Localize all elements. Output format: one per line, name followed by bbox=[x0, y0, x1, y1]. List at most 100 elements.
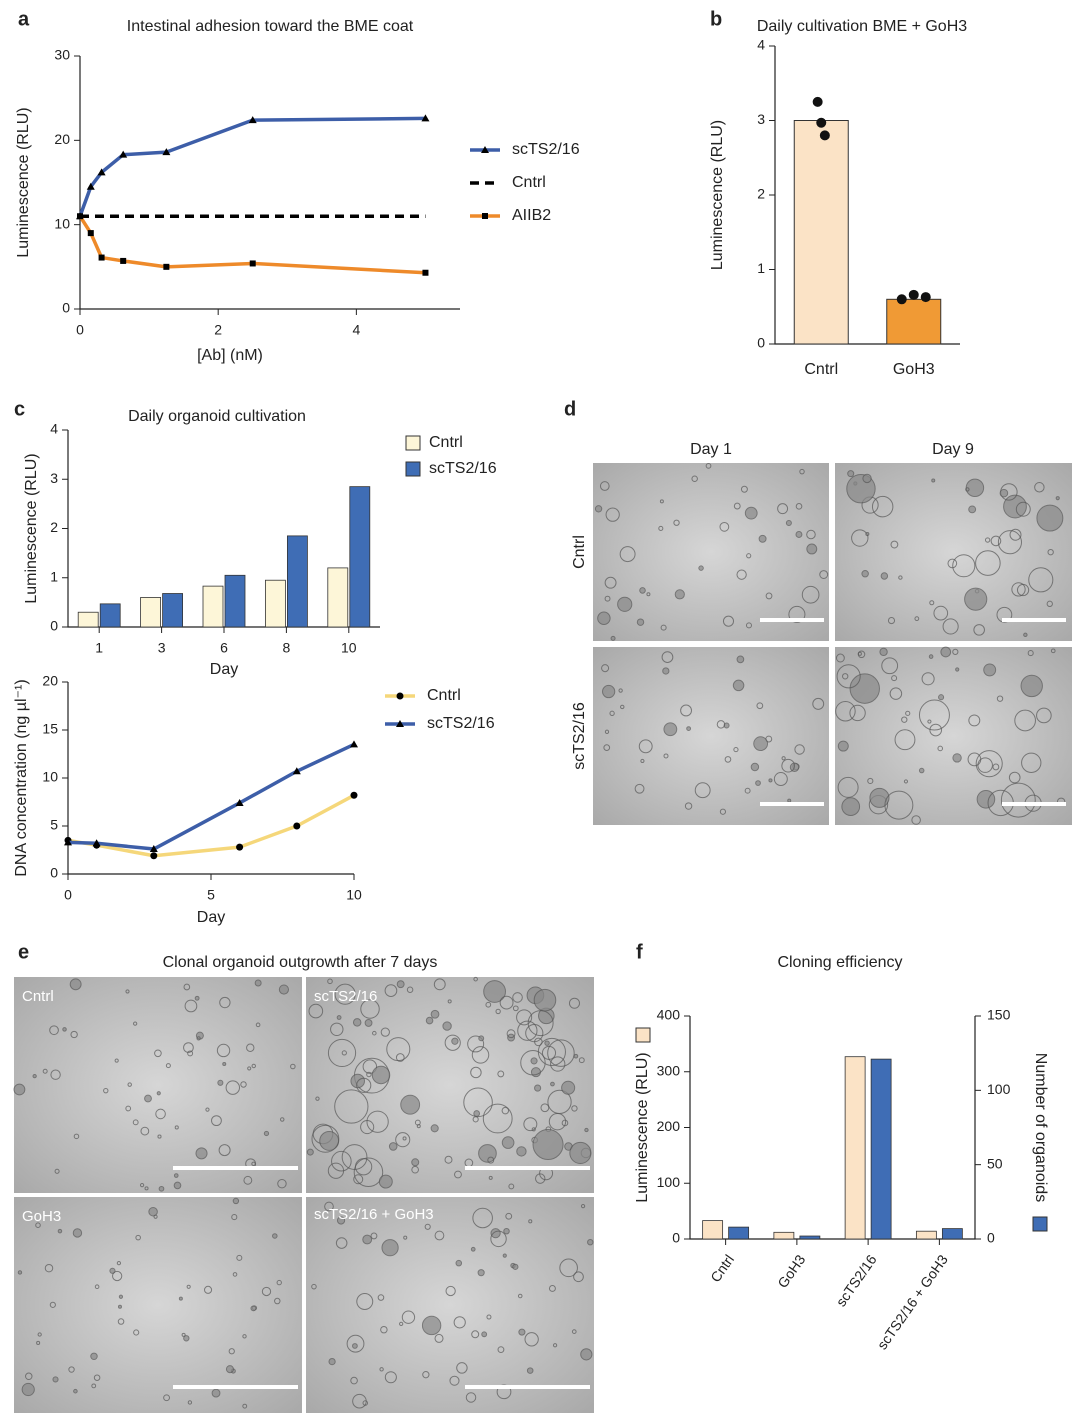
marker bbox=[98, 254, 105, 261]
x-tick-label: GoH3 bbox=[774, 1251, 808, 1290]
organoid bbox=[1015, 501, 1031, 517]
organoid bbox=[680, 704, 693, 717]
organoid bbox=[279, 1117, 285, 1122]
organoid bbox=[434, 1230, 445, 1241]
organoid bbox=[112, 1270, 123, 1282]
y-tick-label: 2 bbox=[757, 186, 765, 202]
marker bbox=[163, 263, 170, 270]
x-axis-label: Day bbox=[210, 661, 238, 678]
scale-bar bbox=[465, 1385, 590, 1389]
organoid bbox=[486, 1314, 492, 1320]
organoid bbox=[57, 1228, 63, 1234]
image-label: scTS2/16 bbox=[314, 988, 377, 1005]
x-tick-label: 1 bbox=[95, 640, 103, 656]
overlay: Cntrl scTS2/16 GoH3 scTS2/16 + GoH3 bbox=[22, 618, 1066, 1389]
organoid bbox=[216, 1043, 231, 1058]
marker bbox=[236, 843, 244, 851]
organoid bbox=[378, 1174, 393, 1189]
organoid bbox=[547, 1089, 572, 1115]
legend-label: Cntrl bbox=[427, 687, 461, 704]
organoid bbox=[837, 776, 859, 798]
organoid bbox=[914, 616, 920, 622]
organoid bbox=[942, 618, 959, 635]
organoid bbox=[801, 585, 820, 604]
organoid bbox=[530, 1057, 538, 1065]
organoid bbox=[255, 1022, 261, 1028]
organoid bbox=[371, 1065, 391, 1085]
organoid bbox=[328, 1357, 336, 1366]
organoid bbox=[49, 1301, 56, 1308]
organoid bbox=[636, 618, 645, 626]
organoid bbox=[533, 988, 557, 1012]
x-axis-label: [Ab] (nM) bbox=[197, 347, 263, 364]
organoid bbox=[548, 1284, 556, 1292]
organoid bbox=[17, 1270, 23, 1275]
column-label: Day 1 bbox=[690, 441, 732, 458]
y-tick-label: 0 bbox=[757, 335, 765, 351]
organoid bbox=[911, 815, 921, 825]
organoid bbox=[380, 1325, 388, 1334]
bar bbox=[264, 579, 286, 628]
organoid bbox=[327, 978, 333, 985]
organoid bbox=[232, 1197, 240, 1205]
organoid bbox=[890, 540, 899, 549]
organoid bbox=[1021, 752, 1042, 773]
organoid bbox=[90, 1352, 98, 1361]
organoid bbox=[663, 753, 669, 759]
organoid bbox=[975, 550, 1001, 576]
organoid bbox=[610, 635, 616, 641]
organoid bbox=[232, 1272, 238, 1277]
organoid bbox=[646, 592, 651, 597]
organoid bbox=[173, 1181, 182, 1190]
point bbox=[908, 289, 919, 300]
organoid bbox=[547, 1039, 575, 1067]
bar bbox=[799, 1235, 821, 1240]
organoid bbox=[402, 1136, 407, 1141]
marker bbox=[292, 767, 301, 775]
organoid bbox=[517, 1293, 523, 1299]
organoid bbox=[246, 1043, 255, 1052]
organoid bbox=[157, 1134, 162, 1139]
column-label: Day 9 bbox=[932, 441, 974, 458]
y2-tick-label: 0 bbox=[987, 1230, 995, 1246]
organoid bbox=[228, 1348, 235, 1355]
organoid bbox=[724, 756, 732, 763]
organoid bbox=[806, 529, 816, 540]
bar bbox=[349, 486, 371, 628]
organoid bbox=[497, 1346, 505, 1354]
organoid bbox=[380, 1027, 390, 1037]
organoid bbox=[931, 478, 936, 483]
organoid bbox=[184, 999, 198, 1013]
organoid bbox=[722, 615, 735, 627]
organoid bbox=[384, 1371, 397, 1384]
organoid bbox=[1011, 582, 1026, 597]
marker bbox=[293, 822, 301, 830]
organoid bbox=[434, 1333, 444, 1343]
organoid bbox=[470, 1246, 476, 1252]
organoid bbox=[619, 546, 636, 563]
organoid bbox=[663, 722, 678, 737]
organoid bbox=[867, 777, 874, 785]
organoid bbox=[133, 1329, 140, 1336]
marker bbox=[481, 146, 489, 153]
bar bbox=[941, 1228, 963, 1240]
organoid bbox=[955, 667, 960, 672]
organoid bbox=[186, 1284, 191, 1289]
point bbox=[812, 96, 823, 107]
axis-line bbox=[689, 1016, 976, 1240]
bar bbox=[77, 611, 99, 628]
organoid bbox=[127, 1082, 132, 1087]
organoid bbox=[869, 787, 890, 808]
organoid bbox=[1055, 496, 1060, 501]
organoid bbox=[736, 655, 745, 664]
organoid bbox=[660, 624, 667, 631]
organoid bbox=[541, 1045, 557, 1060]
marker bbox=[248, 116, 257, 124]
organoid bbox=[580, 1203, 586, 1209]
organoid bbox=[550, 1056, 566, 1072]
x-tick-label: Cntrl bbox=[804, 361, 838, 378]
organoid bbox=[470, 1066, 482, 1079]
organoid bbox=[528, 1219, 533, 1224]
organoid bbox=[559, 1258, 578, 1278]
organoid bbox=[379, 1367, 384, 1372]
